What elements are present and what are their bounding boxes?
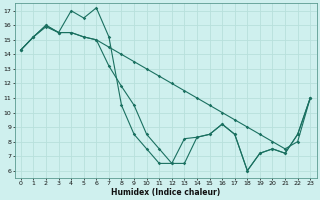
X-axis label: Humidex (Indice chaleur): Humidex (Indice chaleur) — [111, 188, 220, 197]
